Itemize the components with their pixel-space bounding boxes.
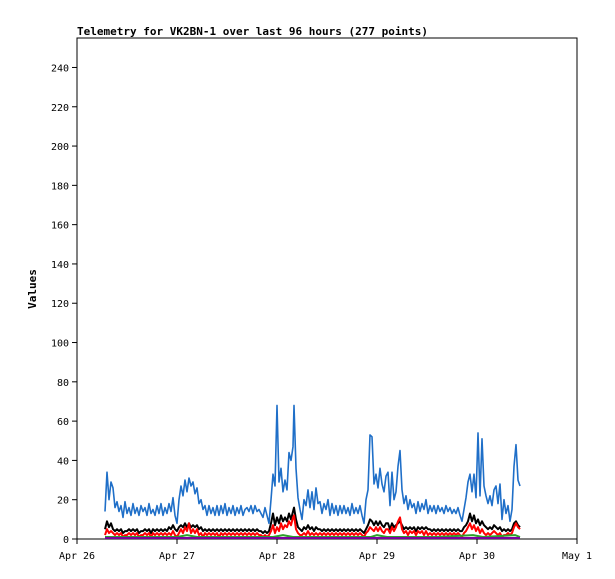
y-tick-label: 120 — [51, 299, 69, 310]
series-line-1 — [104, 404, 521, 525]
y-axis-label: Values — [26, 269, 39, 309]
x-tick-label: May 1 — [562, 551, 592, 562]
x-tick-label: Apr 27 — [159, 551, 195, 562]
y-tick-label: 100 — [51, 339, 69, 350]
x-tick-label: Apr 26 — [59, 551, 95, 562]
x-tick-label: Apr 28 — [259, 551, 295, 562]
x-tick-label: Apr 29 — [359, 551, 395, 562]
series-layer — [104, 404, 521, 539]
x-tick-label: Apr 30 — [459, 551, 495, 562]
y-tick-label: 40 — [57, 456, 69, 467]
x-axis: Apr 26 Apr 27 Apr 28 Apr 29 Apr 30 May 1 — [59, 539, 592, 562]
y-tick-label: 200 — [51, 142, 69, 153]
chart-title: Telemetry for VK2BN-1 over last 96 hours… — [77, 25, 428, 38]
y-tick-label: 180 — [51, 181, 69, 192]
series-line-2 — [104, 506, 521, 535]
plot-area — [76, 37, 578, 540]
y-tick-label: 0 — [63, 535, 69, 546]
y-tick-label: 240 — [51, 63, 69, 74]
y-tick-label: 220 — [51, 103, 69, 114]
y-tick-label: 60 — [57, 417, 69, 428]
y-tick-label: 160 — [51, 221, 69, 232]
y-axis: 0 20 40 60 80 100 120 140 160 180 200 220 240 — [51, 63, 77, 546]
series-line-3 — [104, 514, 521, 538]
y-tick-label: 20 — [57, 496, 69, 507]
y-tick-label: 80 — [57, 378, 69, 389]
y-tick-label: 140 — [51, 260, 69, 271]
